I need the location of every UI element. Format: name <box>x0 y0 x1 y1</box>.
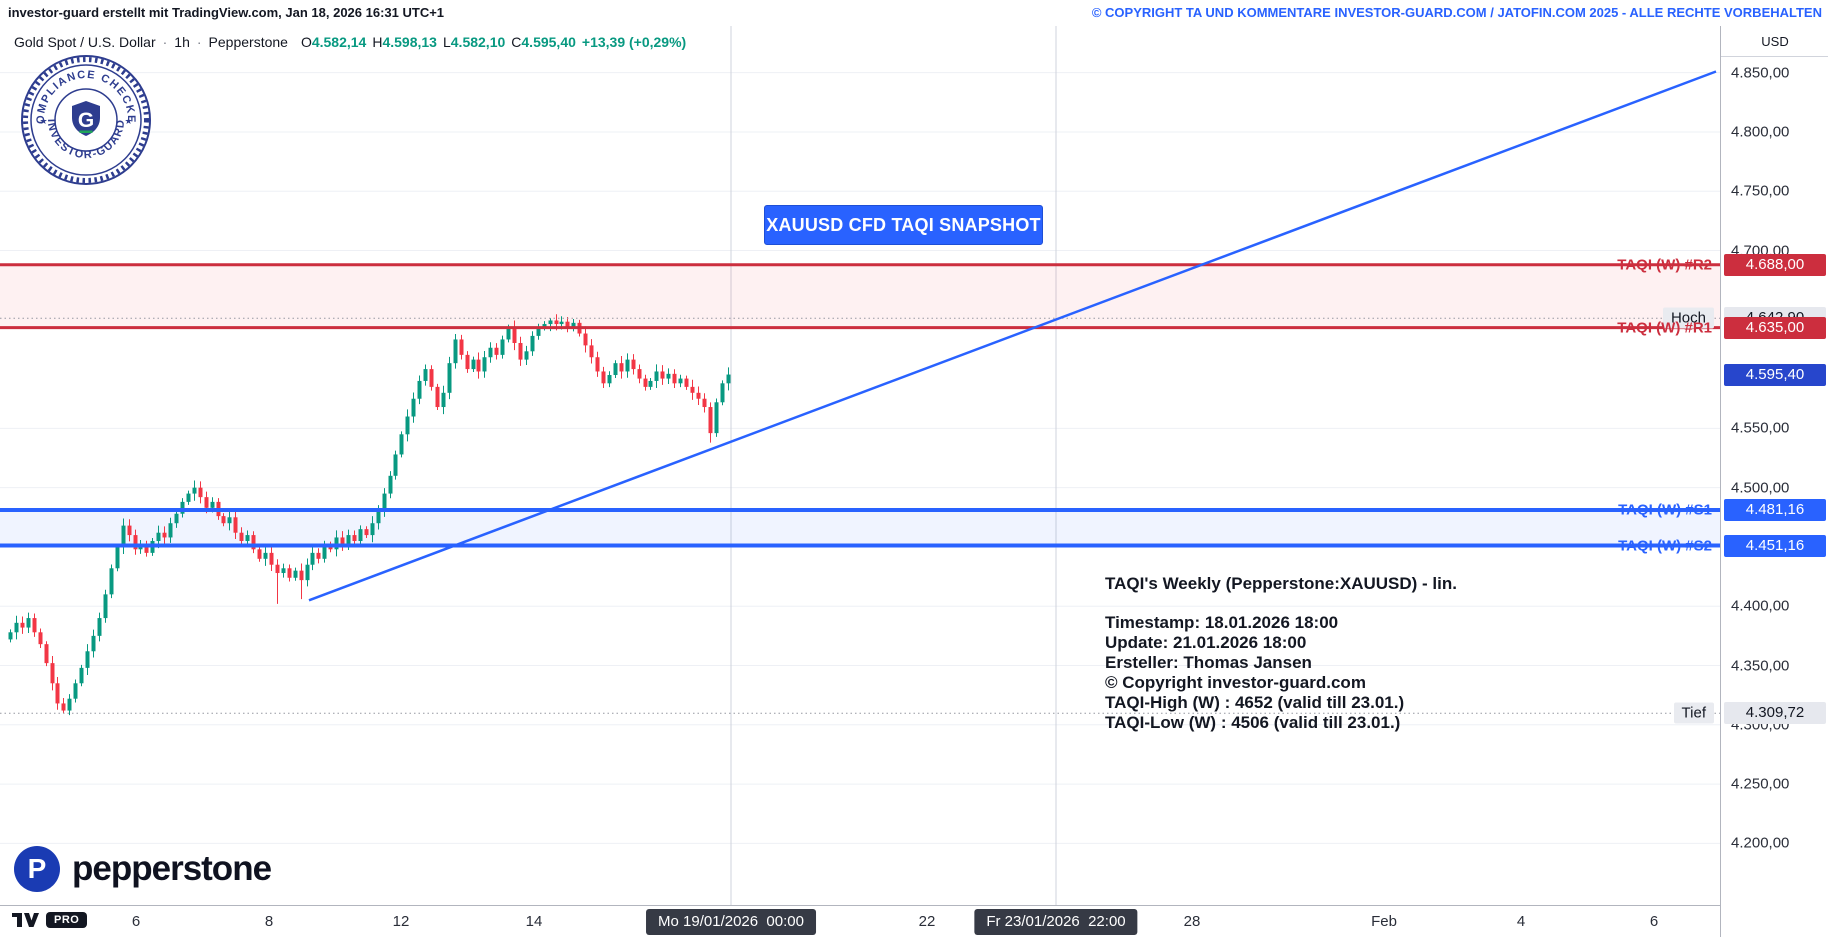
seal-green-accent <box>79 130 93 133</box>
trendline[interactable] <box>308 70 1717 602</box>
ohlc-key: H <box>372 34 383 50</box>
price-badge: 4.635,00 <box>1724 316 1826 339</box>
price-badge: 4.309,72 <box>1724 702 1826 725</box>
time-tick-label: 12 <box>392 913 410 930</box>
price-tick-label: 4.800,00 <box>1731 123 1790 141</box>
ohlc-value: 4.582,14 <box>311 34 367 50</box>
vertical-gridlines <box>730 26 1057 905</box>
time-date-badge: Fr 23/01/2026 22:00 <box>974 909 1138 935</box>
ohlc-key: O <box>300 34 312 50</box>
ohlc-values: O4.582,14 H4.598,13 L4.582,10 C4.595,40 +13,… <box>295 34 686 50</box>
price-tick-label: 4.350,00 <box>1731 657 1790 674</box>
price-badge: 4.451,16 <box>1724 534 1826 557</box>
annotation-line: Ersteller: Thomas Jansen <box>1105 653 1312 672</box>
annotation-line: TAQI-Low (W) : 4506 (valid till 23.01.) <box>1105 713 1401 732</box>
trendline <box>308 70 1717 602</box>
pro-badge: PRO <box>46 912 88 928</box>
time-date-badge: Mo 19/01/2026 00:00 <box>646 909 816 935</box>
time-tick-label: 8 <box>264 913 274 930</box>
annotation-line: Update: 21.01.2026 18:00 <box>1105 633 1307 652</box>
ohlc-value: 4.582,10 <box>450 34 506 50</box>
time-tick-label: 14 <box>525 913 543 930</box>
symbol-title[interactable]: Gold Spot / U.S. Dollar <box>14 34 156 50</box>
seal-monogram: G <box>78 109 94 132</box>
seal-star-left: ★ <box>39 116 47 126</box>
legend-separator: · <box>196 34 202 50</box>
change-value: +13,39 (+0,29%) <box>581 34 687 50</box>
price-tick-label: 4.550,00 <box>1731 419 1790 437</box>
topbar: investor-guard erstellt mit TradingView.… <box>0 0 1828 26</box>
ohlc-key: C <box>511 34 522 50</box>
pepperstone-wordmark: pepperstone <box>72 849 272 888</box>
annotation-title: TAQI's Weekly (Pepperstone:XAUUSD) - lin… <box>1105 574 1457 593</box>
price-badge: 4.481,16 <box>1724 498 1826 521</box>
price-badge: 4.688,00 <box>1724 253 1826 276</box>
annotation-line: Timestamp: 18.01.2026 18:00 <box>1105 613 1339 632</box>
ohlc-value: 4.598,13 <box>382 34 437 50</box>
pepperstone-logo: P pepperstone <box>14 846 272 892</box>
compliance-seal: COMPLIANCE CHECKED INVESTOR-GUARD ★ ★ G <box>20 54 151 185</box>
legend-separator: · <box>162 34 168 50</box>
price-badge: 4.595,40 <box>1724 363 1826 386</box>
price-axis[interactable]: USD 4.850,00 4.800,00 4.750,00 4.700,00 4.55… <box>1720 26 1828 937</box>
price-tick-label: 4.200,00 <box>1731 834 1790 852</box>
interval-label[interactable]: 1h <box>174 34 190 50</box>
price-tick-label: 4.250,00 <box>1731 775 1790 793</box>
snapshot-label[interactable]: XAUUSD CFD TAQI SNAPSHOT <box>764 205 1043 245</box>
ohlc-value: 4.595,40 <box>521 34 576 50</box>
time-tick-label: Feb <box>1371 913 1397 930</box>
ohlc-key: L <box>442 34 451 50</box>
symbol-legend[interactable]: Gold Spot / U.S. Dollar · 1h · Peppersto… <box>14 32 686 52</box>
pepperstone-monogram-icon: P <box>14 846 60 892</box>
annotation-text[interactable]: TAQI's Weekly (Pepperstone:XAUUSD) - lin… <box>1105 574 1457 733</box>
tradingview-logo[interactable]: PRO <box>10 908 88 932</box>
annotation-lines: Timestamp: 18.01.2026 18:00 Update: 21.01… <box>1105 613 1457 733</box>
time-tick-label: 6 <box>131 913 141 930</box>
exchange-label: Pepperstone <box>208 34 288 50</box>
price-tick-label: 4.500,00 <box>1731 479 1790 497</box>
price-tick-label: 4.850,00 <box>1731 64 1790 82</box>
annotation-line: TAQI-High (W) : 4652 (valid till 23.01.) <box>1105 693 1405 712</box>
time-tick-label: 6 <box>1649 913 1659 930</box>
tradingview-icon <box>12 913 39 927</box>
price-tick-label: 4.750,00 <box>1731 182 1790 200</box>
price-tick-label: 4.400,00 <box>1731 597 1790 615</box>
time-tick-label: 22 <box>918 913 936 930</box>
level-lines <box>0 263 1720 714</box>
seal-star-right: ★ <box>124 116 132 126</box>
currency-label: USD <box>1721 26 1828 57</box>
annotation-line: © Copyright investor-guard.com <box>1105 673 1366 692</box>
seal-scalloped-ring <box>23 57 149 183</box>
horizontal-gridlines <box>0 72 1720 844</box>
level-bands <box>0 264 1720 546</box>
candles <box>8 314 731 716</box>
seal-shield <box>72 101 100 136</box>
time-tick-label: 4 <box>1516 913 1526 930</box>
time-axis[interactable]: 6 8 12 14 Mo 19/01/2026 00:00 22 Fr 23/01/2026… <box>0 905 1828 937</box>
created-with-text: investor-guard erstellt mit TradingView.… <box>8 5 445 20</box>
copyright-text: © COPYRIGHT TA UND KOMMENTARE INVESTOR-G… <box>1091 5 1822 20</box>
time-tick-label: 28 <box>1183 913 1201 930</box>
